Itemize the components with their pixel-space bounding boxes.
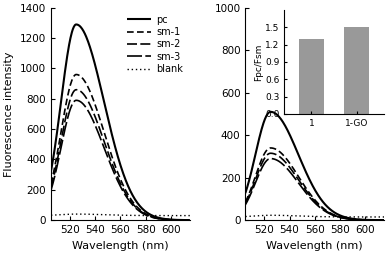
Line: pc: pc bbox=[51, 24, 190, 220]
pc bbox=[187, 219, 192, 222]
pc bbox=[134, 200, 139, 203]
blank bbox=[49, 214, 54, 217]
sm-1 bbox=[49, 182, 53, 185]
sm-1 bbox=[74, 73, 79, 76]
blank bbox=[134, 214, 139, 217]
sm-1 bbox=[175, 218, 180, 221]
sm-3 bbox=[74, 99, 79, 102]
Line: blank: blank bbox=[51, 214, 190, 215]
sm-2 bbox=[74, 88, 79, 91]
pc bbox=[175, 218, 180, 221]
blank bbox=[175, 214, 180, 217]
sm-3 bbox=[132, 205, 136, 208]
blank bbox=[131, 214, 136, 217]
pc bbox=[166, 218, 171, 221]
pc bbox=[132, 196, 136, 199]
sm-2 bbox=[175, 218, 180, 221]
sm-2 bbox=[49, 186, 53, 189]
pc bbox=[74, 23, 79, 26]
sm-1 bbox=[187, 219, 192, 222]
pc bbox=[131, 196, 136, 199]
Line: sm-1: sm-1 bbox=[51, 75, 190, 220]
sm-3 bbox=[166, 218, 171, 221]
blank bbox=[49, 214, 53, 217]
X-axis label: Wavelength (nm): Wavelength (nm) bbox=[267, 241, 363, 250]
sm-2 bbox=[131, 203, 136, 206]
blank bbox=[74, 213, 79, 216]
sm-3 bbox=[49, 187, 54, 190]
blank bbox=[132, 214, 136, 217]
sm-3 bbox=[49, 189, 53, 192]
sm-3 bbox=[134, 207, 139, 210]
pc bbox=[49, 167, 54, 170]
Y-axis label: Fluorescence intensity: Fluorescence intensity bbox=[4, 51, 14, 177]
Line: sm-2: sm-2 bbox=[51, 90, 190, 220]
Line: sm-3: sm-3 bbox=[51, 100, 190, 220]
sm-2 bbox=[134, 206, 139, 209]
sm-3 bbox=[187, 219, 192, 222]
sm-1 bbox=[166, 218, 171, 221]
pc bbox=[49, 170, 53, 173]
sm-3 bbox=[175, 218, 180, 221]
sm-1 bbox=[131, 202, 136, 205]
blank bbox=[187, 214, 192, 217]
sm-2 bbox=[49, 184, 54, 188]
sm-1 bbox=[49, 181, 54, 184]
sm-2 bbox=[132, 204, 136, 207]
sm-2 bbox=[187, 219, 192, 222]
X-axis label: Wavelength (nm): Wavelength (nm) bbox=[72, 241, 169, 250]
sm-1 bbox=[132, 202, 136, 205]
sm-1 bbox=[134, 205, 139, 208]
sm-2 bbox=[166, 218, 171, 221]
Legend: pc, sm-1, sm-2, sm-3, blank: pc, sm-1, sm-2, sm-3, blank bbox=[125, 13, 185, 76]
blank bbox=[166, 214, 171, 217]
sm-3 bbox=[131, 204, 136, 207]
